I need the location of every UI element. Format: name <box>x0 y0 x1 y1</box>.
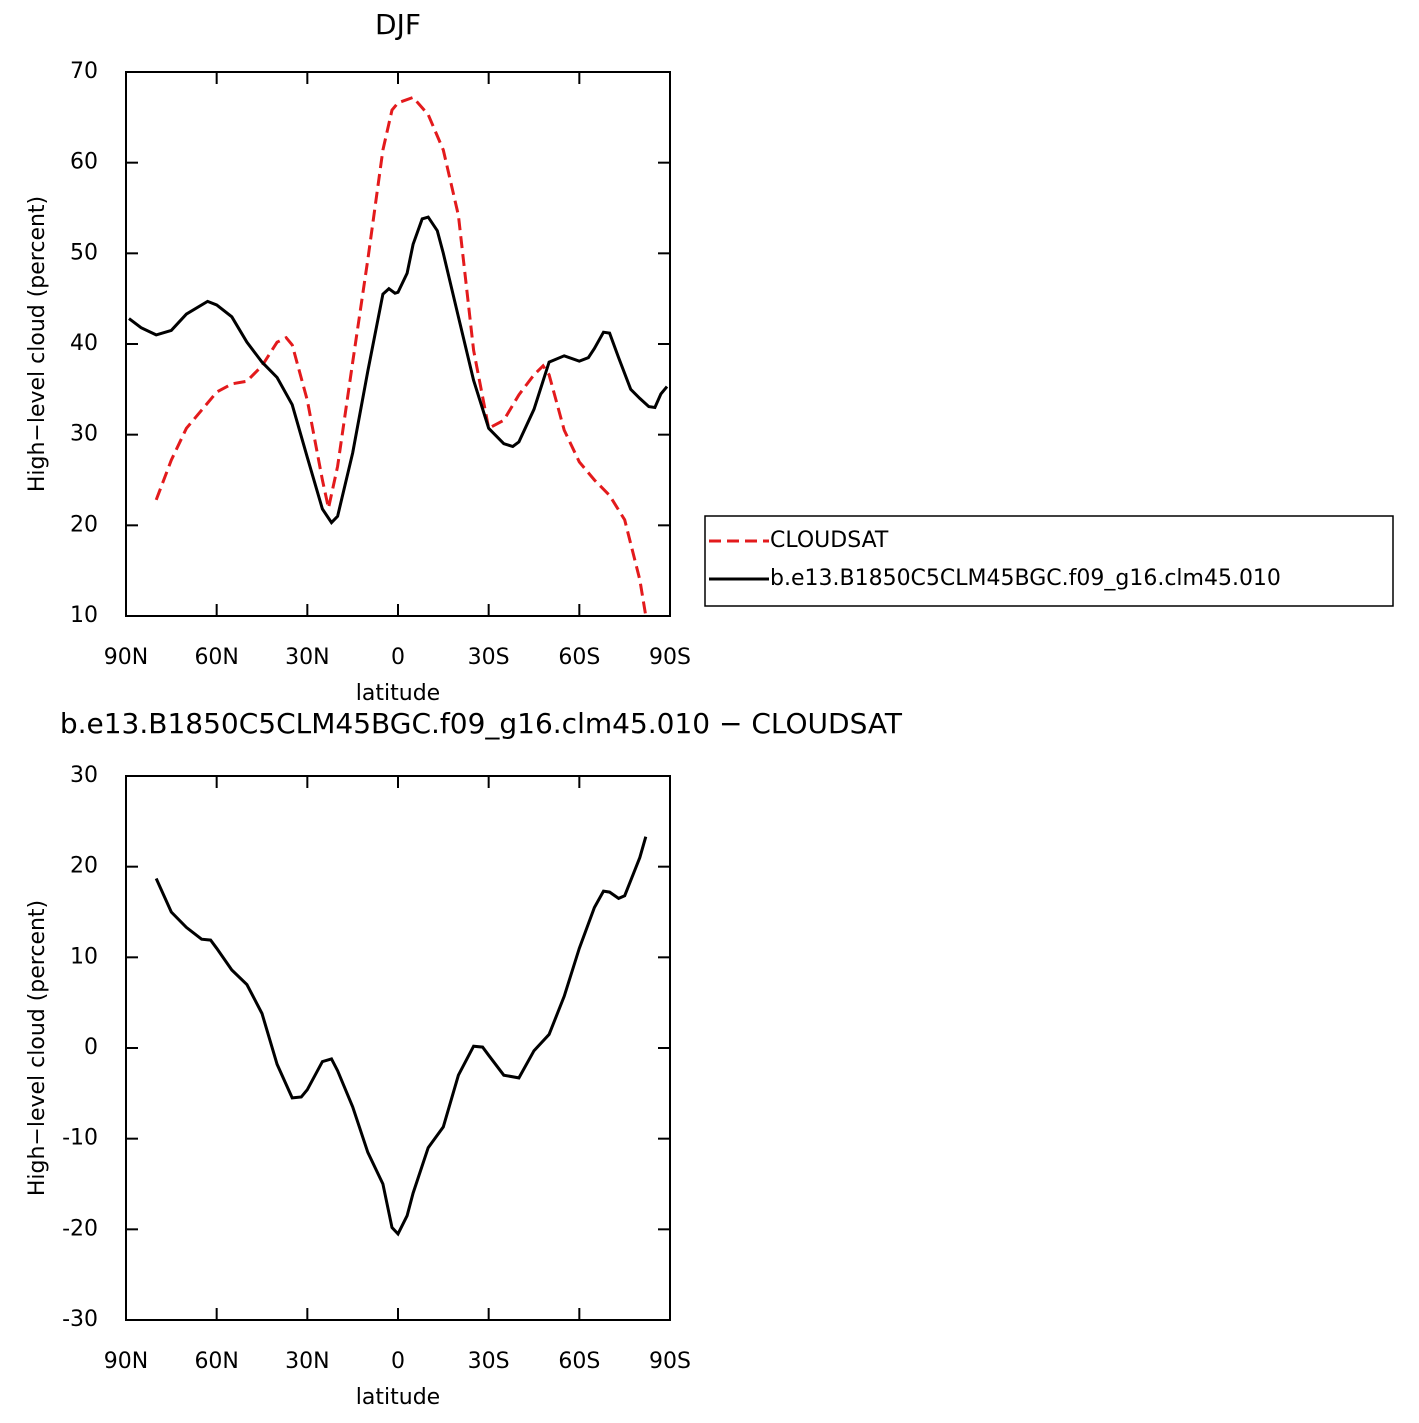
plot-frame <box>125 71 671 617</box>
x-tick-label: 60S <box>558 645 600 670</box>
y-tick-label: -20 <box>62 1216 98 1241</box>
x-tick-label: 90S <box>649 1349 691 1374</box>
x-tick-label: 0 <box>391 645 405 670</box>
y-tick-label: 10 <box>70 603 98 628</box>
x-tick-label: 90S <box>649 645 691 670</box>
y-tick-label: 50 <box>70 240 98 265</box>
x-tick-label: 60N <box>194 645 238 670</box>
y-tick-label: 30 <box>70 763 98 788</box>
x-axis-label: latitude <box>356 681 440 706</box>
legend-label: CLOUDSAT <box>770 528 889 553</box>
line <box>154 95 648 616</box>
line <box>128 215 669 525</box>
x-tick-label: 90N <box>104 645 148 670</box>
y-tick-label: 20 <box>70 512 98 537</box>
x-tick-label: 30N <box>285 645 329 670</box>
x-tick-label: 30S <box>468 1349 510 1374</box>
y-tick-label: -10 <box>62 1126 98 1151</box>
x-tick-label: 30S <box>468 645 510 670</box>
y-tick-label: 20 <box>70 854 98 879</box>
y-tick-label: 40 <box>70 331 98 356</box>
x-tick-label: 60S <box>558 1349 600 1374</box>
y-axis-label: High−level cloud (percent) <box>25 900 50 1196</box>
y-tick-label: 70 <box>70 59 98 84</box>
plot-frame <box>125 775 671 1321</box>
chart-title: b.e13.B1850C5CLM45BGC.f09_g16.clm45.010 … <box>60 707 903 740</box>
x-tick-label: 30N <box>285 1349 329 1374</box>
legend-box <box>704 515 1394 607</box>
y-axis-label: High−level cloud (percent) <box>25 196 50 492</box>
chart-title: DJF <box>375 8 421 41</box>
y-tick-label: 30 <box>70 422 98 447</box>
y-tick-label: 0 <box>84 1035 98 1060</box>
x-tick-label: 60N <box>194 1349 238 1374</box>
x-tick-label: 0 <box>391 1349 405 1374</box>
y-tick-label: 10 <box>70 944 98 969</box>
y-tick-label: 60 <box>70 150 98 175</box>
legend-label: b.e13.B1850C5CLM45BGC.f09_g16.clm45.010 <box>770 566 1281 591</box>
y-tick-label: -30 <box>62 1307 98 1332</box>
x-axis-label: latitude <box>356 1385 440 1410</box>
line <box>154 836 648 1237</box>
x-tick-label: 90N <box>104 1349 148 1374</box>
